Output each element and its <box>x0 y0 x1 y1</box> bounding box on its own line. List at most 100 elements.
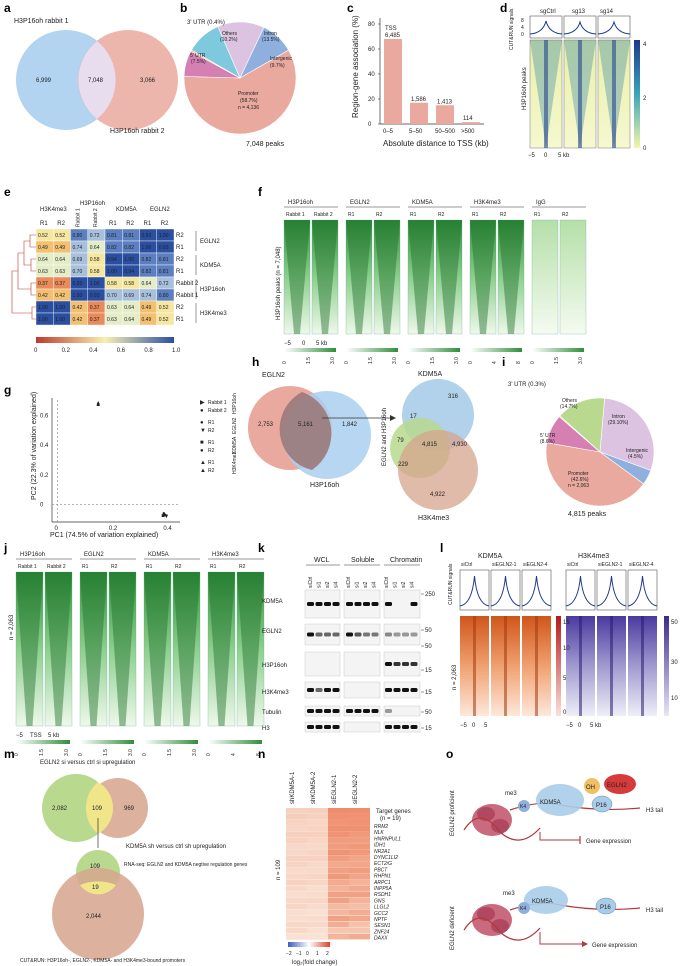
g-point: ▲ <box>95 402 101 408</box>
e-cell-value: 0.82 <box>124 245 134 251</box>
f-xtick: −5 <box>284 341 292 347</box>
pie-slice <box>599 397 655 471</box>
n-heat-cell <box>307 844 328 849</box>
k-band <box>385 602 392 606</box>
n-heat-cell <box>349 916 370 921</box>
n-heat-cell <box>328 934 349 939</box>
n-heat-cell <box>307 832 328 837</box>
f-heatmap <box>435 219 463 335</box>
m-bottom-label: CUT&RUN: H3P16oh-, EGLN2-, KDM5A- and H3… <box>20 958 186 964</box>
f-scale-tick: 1.5 <box>430 357 436 364</box>
k-row-labels: KDM5A EGLN2 H3P16oh H3K4me3 Tubulin H3 <box>262 599 289 732</box>
n-gene: ZNF24 <box>373 929 390 935</box>
n-target-n: (n = 19) <box>380 816 401 822</box>
k-band <box>385 688 392 692</box>
j-scale-tick: 0 <box>142 753 148 756</box>
j-sub-label: R1 <box>210 564 217 570</box>
g-legend-symbol: ● <box>200 448 204 454</box>
n-heat-cell <box>349 922 370 927</box>
m-count: 109 <box>90 864 101 870</box>
f-heatmap <box>407 219 435 335</box>
pie-i-slice-n: n = 2,063 <box>568 483 589 489</box>
panel-label-o: o <box>446 747 453 761</box>
k-band <box>402 725 409 729</box>
n-heat-cell <box>286 928 307 933</box>
n-heat-cell <box>349 934 370 939</box>
l-scale1-tick: 10 <box>563 646 570 652</box>
venn-h3-n: 79 <box>397 438 404 444</box>
f-scale-tick: 3.0 <box>392 357 398 364</box>
j-group-label: H3K4me3 <box>212 552 239 558</box>
d-profiles <box>529 15 631 39</box>
e-cell-value: 0.37 <box>55 281 65 287</box>
o-side-bottom: EGLN2 deficient <box>450 906 456 950</box>
j-scale-tick: 3.0 <box>64 749 70 756</box>
e-col-label: Rabbit 1 <box>76 208 82 227</box>
n-heat-cell <box>328 916 349 921</box>
c-xtick: 0–5 <box>383 129 394 135</box>
j-heatmap <box>15 571 44 727</box>
c-bar <box>436 105 454 124</box>
l-profile-line <box>596 575 627 607</box>
panel-label-n: n <box>258 747 265 761</box>
g-ytick: 0.2 <box>40 473 49 479</box>
pie-i-slice-name: Others <box>562 398 578 404</box>
o-tail-label: H3 tail <box>646 908 663 914</box>
g-ytick: 0.4 <box>40 443 49 449</box>
n-gene: GNS <box>374 898 386 904</box>
g-legend-group: H3P16oh <box>232 393 238 414</box>
pie-b-title: 3' UTR (0.4%) <box>187 20 225 26</box>
c-bar <box>410 102 428 124</box>
n-heat-cell <box>349 814 370 819</box>
l-scale1-tick: 0 <box>563 710 567 716</box>
e-cell-value: 0.52 <box>55 233 65 239</box>
e-cell-value: 0.69 <box>73 257 83 263</box>
l-heatmap-center <box>579 616 582 716</box>
l-group: H3K4me3 <box>578 553 609 560</box>
k-band <box>315 709 323 713</box>
e-cell-value: 0.37 <box>38 281 48 287</box>
k-blot-frame <box>343 651 381 677</box>
n-heat-cell <box>328 832 349 837</box>
f-heatmap <box>283 219 311 335</box>
venn-m-overlap <box>85 782 114 834</box>
c-bar-label: 1,586 <box>411 97 427 103</box>
n-heat-cell <box>286 904 307 909</box>
k-band <box>346 709 353 713</box>
f-group-label: H3P16oh <box>288 200 313 206</box>
j-scale-tick: 3.0 <box>192 749 198 756</box>
pie-b-slice-n: n = 4,136 <box>238 105 259 111</box>
l-cond-label: siEGLN2-1 <box>598 562 623 568</box>
g-legend-label: R1 <box>208 420 215 426</box>
l-cond-label: siEGLN2-4 <box>629 562 654 568</box>
n-heat-cell <box>328 826 349 831</box>
n-gene: INPP5A <box>374 886 392 892</box>
j-colorbar <box>16 740 70 744</box>
j-sub-label: R1 <box>82 564 89 570</box>
l-cond-label: siEGLN2-1 <box>492 562 517 568</box>
k-band <box>371 602 379 606</box>
j-signal-wedge <box>16 572 43 726</box>
l-profile-line <box>490 575 521 607</box>
f-heatmap <box>345 219 373 335</box>
k-band <box>410 662 418 666</box>
l-scale2-tick: 50 <box>671 620 678 626</box>
g-point: ● <box>163 513 167 519</box>
n-heat-cell <box>328 910 349 915</box>
e-row-label: R2 <box>176 305 184 311</box>
e-cell-value: 0.81 <box>159 269 169 275</box>
f-colorbar <box>346 348 398 352</box>
f-sub-label: R2 <box>562 212 569 218</box>
pie-i-slice-pct: (8.6%) <box>540 439 555 445</box>
c-bar <box>462 122 480 124</box>
venn-a-label-left: H3P16oh rabbit 1 <box>14 18 69 25</box>
e-cell-value: 0.80 <box>159 293 169 299</box>
k-band <box>410 602 418 606</box>
n-heat-cell <box>307 826 328 831</box>
n-col-label: siEGLN2-1 <box>332 774 338 804</box>
k-lane-label: siCtrl <box>308 577 314 588</box>
n-heat-cell <box>307 838 328 843</box>
o-nucleosome-top <box>463 804 541 841</box>
d-col-label: sgCtrl <box>540 9 556 15</box>
e-dendrogram <box>11 234 36 320</box>
